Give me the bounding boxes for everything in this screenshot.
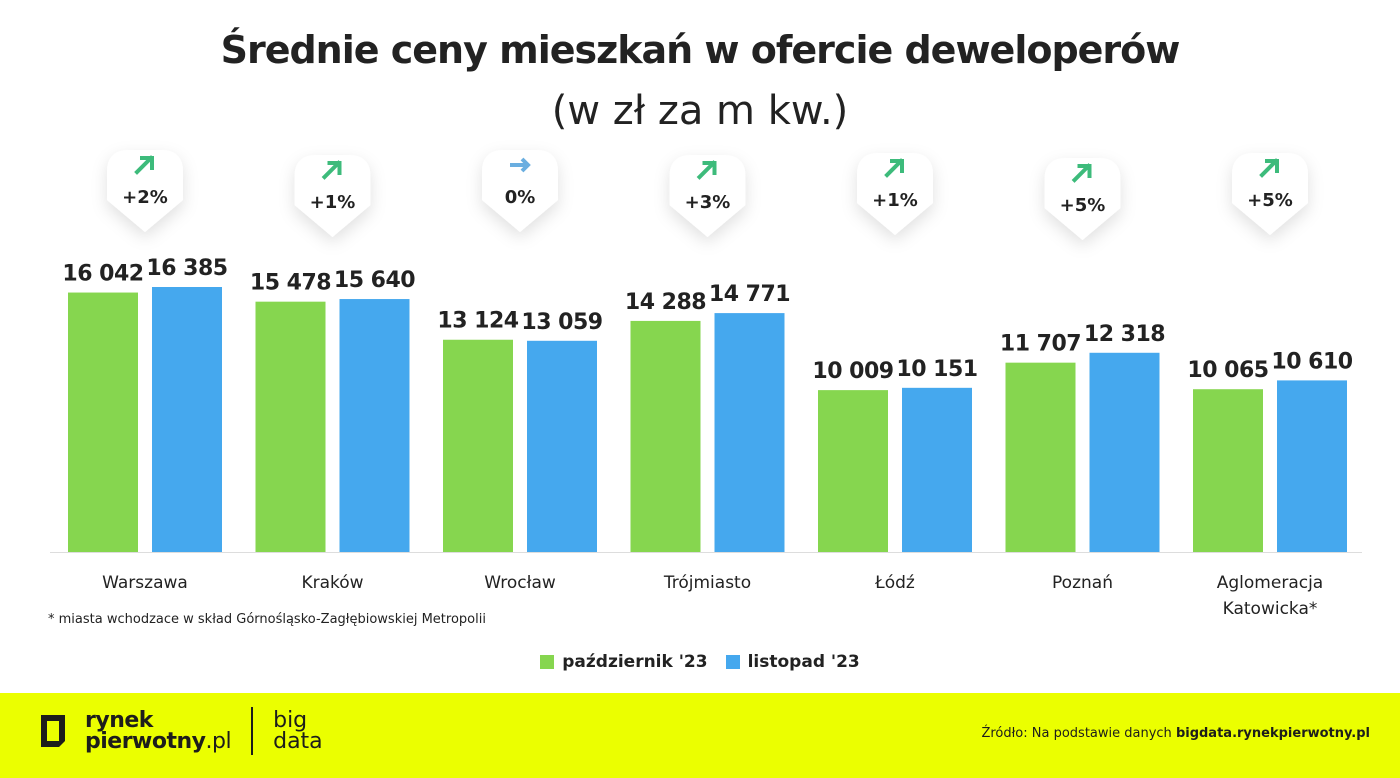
- source-prefix: Źródło: Na podstawie danych: [981, 726, 1176, 741]
- data-label: 15 640: [334, 268, 415, 293]
- rynekpierwotny-logo: rynek pierwotny.pl big data: [35, 707, 323, 755]
- arrow-up-icon: [696, 160, 717, 180]
- source-link[interactable]: bigdata.rynekpierwotny.pl: [1175, 726, 1370, 741]
- arrow-up-icon: [884, 158, 904, 178]
- change-label: +2%: [122, 187, 168, 208]
- data-label: 16 042: [62, 262, 143, 287]
- bar-november: [339, 299, 410, 552]
- data-label: 13 124: [437, 309, 518, 334]
- change-badge: [1044, 158, 1121, 240]
- bar-november: [152, 287, 222, 552]
- bar-november: [1089, 352, 1160, 552]
- change-label: +5%: [1247, 190, 1293, 211]
- divider: [251, 707, 254, 755]
- data-label: 10 065: [1187, 358, 1268, 383]
- bar-october: [255, 301, 326, 552]
- data-label: 14 288: [625, 290, 706, 315]
- data-label: 10 610: [1271, 349, 1352, 374]
- category-label: Aglomeracja: [1217, 573, 1323, 593]
- logo-text-2: pierwotny: [85, 729, 206, 754]
- arrow-right-icon: [510, 157, 531, 173]
- category-label: Warszawa: [102, 573, 188, 593]
- bar-november: [714, 313, 785, 552]
- bar-october: [818, 390, 888, 552]
- footnote: * miasta wchodzace w skład Górnośląsko-Z…: [48, 612, 486, 627]
- legend-swatch: [540, 655, 555, 669]
- data-label: 11 707: [1000, 332, 1081, 357]
- legend-item-october: październik '23: [540, 652, 708, 672]
- data-label: 10 009: [812, 359, 893, 384]
- arrow-up-icon: [1259, 158, 1279, 178]
- bigdata-text-2: data: [273, 729, 323, 754]
- change-badge: [482, 150, 558, 232]
- legend-item-november: listopad '23: [725, 652, 860, 672]
- chart-subtitle: (w zł za m kw.): [551, 88, 849, 134]
- bar-november: [1277, 380, 1347, 552]
- change-badge: [294, 155, 371, 237]
- category-label: Wrocław: [484, 573, 556, 593]
- bigdata-text-1: big: [273, 708, 308, 733]
- bar-november: [902, 387, 972, 552]
- logo-text-1: rynek: [85, 708, 153, 733]
- source: Źródło: Na podstawie danych bigdata.ryne…: [981, 726, 1370, 741]
- change-label: +5%: [1060, 195, 1106, 216]
- arrow-up-icon: [134, 155, 154, 175]
- change-label: +1%: [872, 190, 918, 211]
- legend: październik '23 listopad '23: [0, 652, 1400, 672]
- category-label: Kraków: [301, 573, 363, 593]
- legend-swatch: [725, 655, 740, 669]
- bar-chart: 16 042 16 385 Warszawa +2% 15 478 15 640 Krakó…: [50, 150, 1362, 619]
- footer: rynek pierwotny.pl big data Źródło: Na pod…: [0, 693, 1400, 778]
- change-badge: [857, 153, 933, 235]
- data-label: 13 059: [521, 310, 602, 335]
- data-label: 16 385: [146, 256, 227, 281]
- category-label: Katowicka*: [1223, 599, 1318, 619]
- data-label: 12 318: [1084, 322, 1165, 347]
- bar-october: [443, 339, 513, 552]
- bar-october: [630, 320, 701, 552]
- data-label: 10 151: [896, 357, 977, 382]
- category-label: Łódź: [874, 573, 915, 593]
- category-label: Trójmiasto: [663, 573, 751, 593]
- change-badge: [107, 150, 183, 232]
- data-label: 14 771: [709, 282, 790, 307]
- change-badge: [669, 155, 746, 237]
- legend-label: listopad '23: [747, 652, 860, 672]
- change-label: +3%: [685, 192, 731, 213]
- change-badge: [1232, 153, 1308, 235]
- bar-october: [1005, 362, 1076, 552]
- category-label: Poznań: [1052, 573, 1113, 593]
- logo-icon: [41, 715, 65, 747]
- bar-november: [527, 340, 597, 552]
- logo-tld: .pl: [205, 729, 232, 754]
- legend-label: październik '23: [562, 652, 708, 672]
- chart-title: Średnie ceny mieszkań w ofercie dewelope…: [220, 28, 1181, 72]
- arrow-up-icon: [321, 160, 342, 180]
- bar-october: [68, 292, 138, 552]
- change-label: +1%: [310, 192, 356, 213]
- bar-october: [1193, 389, 1263, 552]
- change-label: 0%: [505, 187, 536, 208]
- data-label: 15 478: [250, 271, 331, 296]
- arrow-up-icon: [1071, 163, 1092, 183]
